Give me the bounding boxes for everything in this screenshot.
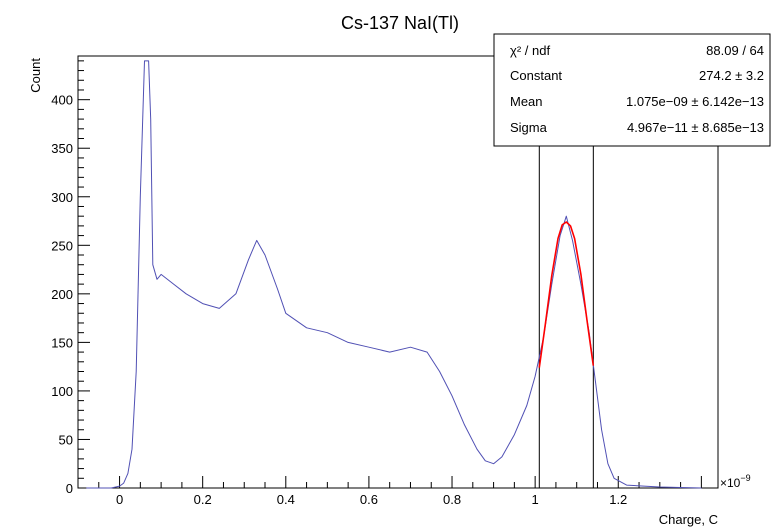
x-tick-label: 1.2 — [609, 492, 627, 507]
stats-value: 88.09 / 64 — [706, 43, 764, 58]
x-tick-label: 0.2 — [194, 492, 212, 507]
stats-value: 1.075e−09 ± 6.142e−13 — [626, 94, 764, 109]
stats-value: 4.967e−11 ± 8.685e−13 — [627, 120, 764, 135]
histogram-line — [86, 60, 702, 489]
x-axis: 0 0.2 0.4 0.6 0.8 1 1.2 — [77, 476, 702, 507]
y-tick-label: 350 — [51, 141, 73, 156]
stats-row-mean: Mean 1.075e−09 ± 6.142e−13 — [510, 94, 764, 109]
y-tick-label: 250 — [51, 238, 73, 253]
x-tick-label: 0 — [116, 492, 123, 507]
gaussian-fit-line — [538, 221, 595, 368]
series-layer — [86, 60, 702, 489]
y-axis-label: Count — [28, 58, 43, 93]
stats-label: Constant — [510, 68, 562, 83]
plot-area — [77, 55, 719, 489]
x-axis-label: Charge, C — [659, 512, 718, 527]
x-exponent-base: ×10 — [720, 476, 741, 490]
stats-label: Mean — [510, 94, 543, 109]
plot-frame — [77, 55, 719, 489]
stats-row-constant: Constant 274.2 ± 3.2 — [510, 68, 764, 83]
stats-label: χ² / ndf — [510, 43, 550, 58]
stats-label: Sigma — [510, 120, 548, 135]
stats-box: χ² / ndf 88.09 / 64 Constant 274.2 ± 3.2… — [493, 33, 771, 147]
y-tick-label: 200 — [51, 287, 73, 302]
stats-value: 274.2 ± 3.2 — [699, 68, 764, 83]
x-tick-label: 0.6 — [360, 492, 378, 507]
chart-title: Cs-137 NaI(Tl) — [341, 13, 459, 33]
y-tick-label: 400 — [51, 93, 73, 108]
y-tick-label: 300 — [51, 190, 73, 205]
x-tick-label: 1 — [532, 492, 539, 507]
x-tick-label: 0.4 — [277, 492, 295, 507]
y-axis: 0 50 100 150 200 250 300 350 400 — [51, 60, 90, 496]
stats-box-frame — [493, 33, 771, 147]
y-tick-label: 50 — [59, 432, 73, 447]
stats-row-chi2: χ² / ndf 88.09 / 64 — [510, 43, 764, 58]
x-axis-exponent: ×10−9 — [720, 473, 751, 490]
y-tick-label: 150 — [51, 335, 73, 350]
stats-row-sigma: Sigma 4.967e−11 ± 8.685e−13 — [510, 120, 764, 135]
x-exponent-power: −9 — [740, 473, 750, 483]
x-tick-label: 0.8 — [443, 492, 461, 507]
y-tick-label: 0 — [66, 481, 73, 496]
y-tick-label: 100 — [51, 384, 73, 399]
